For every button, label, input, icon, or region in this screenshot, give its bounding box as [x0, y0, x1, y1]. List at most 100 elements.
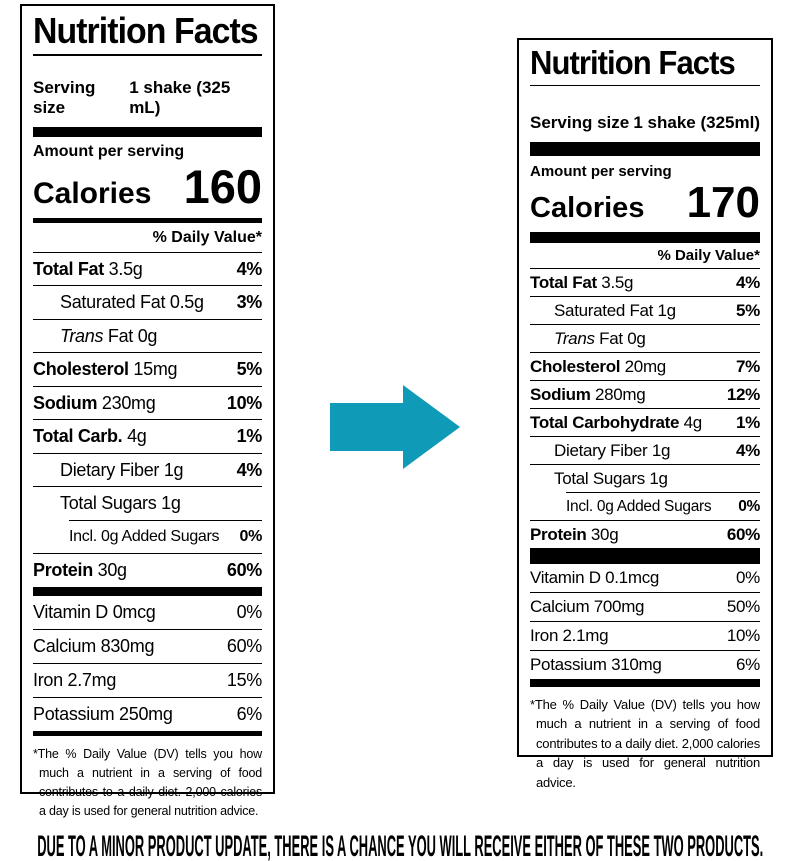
vitamin-name: Iron 2.7mg	[33, 669, 117, 690]
vitamin-row-calcium: Calcium 700mg 50%	[530, 591, 760, 621]
vitamin-row-potassium: Potassium 250mg 6%	[33, 696, 263, 731]
daily-value: 3%	[236, 292, 263, 313]
disclaimer-text-clipped: DUE TO A MINOR PRODUCT UPDATE, THERE IS …	[0, 859, 800, 861]
nutrient-name: Dietary Fiber 1g	[554, 440, 671, 460]
vitamin-row-iron: Iron 2.1mg 10%	[530, 620, 760, 650]
nutrient-row-cholesterol: Cholesterol 20mg 7%	[530, 351, 760, 380]
nutrient-name: Sodium	[33, 392, 98, 413]
nutrient-row-trans-fat: Trans Fat 0g	[530, 323, 760, 352]
daily-value: 12%	[726, 384, 760, 404]
daily-value: 0%	[236, 601, 263, 622]
vitamin-name: Calcium 830mg	[33, 635, 155, 656]
nutrient-amount: 280mg	[590, 384, 646, 404]
nutrient-row-protein: Protein 30g 60%	[530, 519, 760, 548]
nutrient-row-total-carbohydrate: Total Carbohydrate 4g 1%	[530, 407, 760, 436]
thick-divider	[33, 586, 262, 596]
vitamin-name: Calcium 700mg	[530, 596, 645, 616]
nutrient-name-italic: Trans	[60, 325, 104, 346]
nutrient-name: Protein	[530, 524, 587, 544]
vitamin-name: Iron 2.1mg	[530, 625, 609, 645]
daily-value: 10%	[726, 625, 760, 645]
label-title: Nutrition Facts	[530, 44, 736, 81]
disclaimer-text: DUE TO A MINOR PRODUCT UPDATE, THERE IS …	[36, 830, 764, 861]
nutrient-amount: 30g	[586, 524, 619, 544]
thick-divider	[33, 126, 262, 137]
daily-value: 1%	[236, 426, 263, 447]
nutrient-name: Cholesterol	[530, 356, 621, 376]
daily-value: 60%	[726, 524, 760, 544]
daily-value: 15%	[226, 669, 262, 690]
serving-size-label: Serving size	[530, 112, 630, 132]
daily-value: 60%	[226, 560, 262, 581]
medium-divider	[530, 231, 760, 243]
daily-value: 6%	[236, 703, 263, 724]
nutrient-amount: 20mg	[620, 356, 667, 376]
daily-value: 7%	[736, 356, 760, 376]
nutrient-amount: 4g	[122, 426, 147, 447]
nutrient-name-italic: Trans	[554, 328, 595, 348]
arrow-right-icon	[330, 385, 460, 469]
nutrient-row-dietary-fiber: Dietary Fiber 1g 4%	[530, 435, 760, 464]
nutrient-row-total-sugars: Total Sugars 1g	[33, 486, 262, 520]
nutrient-name: Total Sugars 1g	[60, 493, 181, 514]
amount-per-serving-label: Amount per serving	[33, 142, 185, 160]
daily-value: 0%	[239, 527, 262, 545]
daily-value: 5%	[236, 359, 263, 380]
nutrient-row-trans-fat: Trans Fat 0g	[33, 318, 262, 353]
nutrient-row-total-fat: Total Fat 3.5g 4%	[33, 251, 263, 286]
label-title: Nutrition Facts	[33, 10, 259, 51]
daily-value: 4%	[736, 272, 760, 292]
nutrient-row-added-sugars: Incl. 0g Added Sugars 0%	[566, 491, 760, 520]
daily-value: 4%	[736, 440, 760, 460]
nutrient-row-sodium: Sodium 280mg 12%	[530, 379, 760, 408]
nutrient-name: Total Carbohydrate	[530, 412, 680, 432]
vitamin-row-vitamin-d: Vitamin D 0.1mcg 0%	[530, 564, 760, 592]
nutrient-row-saturated-fat: Saturated Fat 1g 5%	[530, 295, 760, 324]
calories-row: Calories 170	[530, 180, 760, 232]
nutrient-name: Total Carb.	[33, 426, 123, 447]
nutrient-amount: Fat 0g	[594, 328, 646, 348]
serving-size-value: 1 shake (325 mL)	[129, 77, 231, 117]
daily-value-footnote: *The % Daily Value (DV) tells you how mu…	[530, 696, 760, 790]
vitamin-name: Potassium 310mg	[530, 654, 662, 674]
nutrient-amount: 4g	[679, 412, 703, 432]
calories-label: Calories	[530, 191, 645, 224]
nutrient-amount: 3.5g	[596, 272, 634, 292]
daily-value-footnote: *The % Daily Value (DV) tells you how mu…	[33, 746, 262, 818]
nutrient-row-total-carb: Total Carb. 4g 1%	[33, 419, 262, 453]
daily-value: 5%	[736, 300, 760, 320]
daily-value: 60%	[226, 635, 262, 656]
nutrient-amount: 30g	[92, 560, 127, 581]
vitamin-row-iron: Iron 2.7mg 15%	[33, 662, 262, 697]
serving-size-label: Serving size	[33, 77, 96, 117]
daily-value: 0%	[736, 567, 760, 587]
nutrient-amount: 3.5g	[103, 258, 143, 279]
serving-size-row: Serving size 1 shake (325 mL)	[33, 56, 262, 127]
nutrition-label-updated: Nutrition Facts Serving size 1 shake (32…	[517, 38, 773, 790]
nutrient-row-dietary-fiber: Dietary Fiber 1g 4%	[33, 452, 263, 487]
daily-value: 50%	[726, 596, 760, 616]
nutrient-amount: Fat 0g	[103, 325, 158, 346]
nutrient-row-saturated-fat: Saturated Fat 0.5g 3%	[33, 285, 262, 319]
nutrient-row-total-fat: Total Fat 3.5g 4%	[530, 267, 760, 296]
daily-value: 0%	[738, 497, 760, 515]
nutrition-label-original: Nutrition Facts Serving size 1 shake (32…	[20, 4, 275, 818]
calories-row: Calories 160	[33, 161, 262, 218]
calories-value: 170	[686, 177, 760, 227]
vitamin-name: Potassium 250mg	[33, 703, 173, 724]
nutrient-amount: 15mg	[128, 359, 178, 380]
thick-divider	[530, 141, 760, 156]
nutrient-name: Cholesterol	[33, 359, 129, 380]
daily-value-header: % Daily Value*	[657, 246, 760, 264]
vitamin-row-potassium: Potassium 310mg 6%	[530, 649, 760, 679]
nutrient-name: Total Sugars 1g	[554, 468, 668, 488]
vitamin-row-vitamin-d: Vitamin D 0mcg 0%	[33, 596, 262, 629]
nutrient-row-cholesterol: Cholesterol 15mg 5%	[33, 352, 262, 386]
nutrient-name: Protein	[33, 560, 93, 581]
nutrient-name: Incl. 0g Added Sugars	[69, 527, 220, 545]
daily-value: 4%	[236, 459, 263, 480]
medium-divider	[33, 730, 262, 736]
daily-value: 4%	[236, 258, 263, 279]
label-header: Nutrition Facts	[530, 40, 760, 86]
